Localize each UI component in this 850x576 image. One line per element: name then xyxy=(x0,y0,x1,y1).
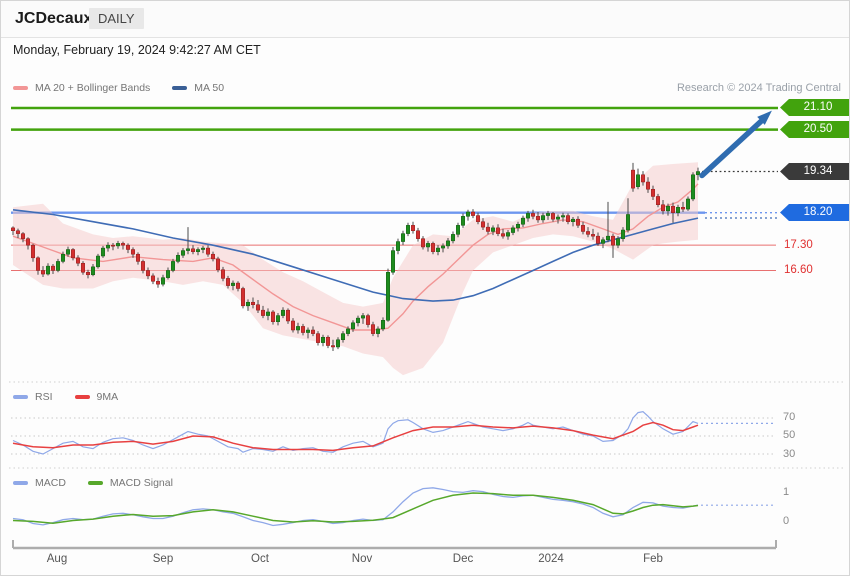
rsi-9ma-legend-dash-icon xyxy=(74,395,90,399)
ma20-legend-dash-icon xyxy=(13,86,28,90)
macd-scale-1: 1 xyxy=(783,486,790,498)
price-legend: MA 20 + Bollinger Bands MA 50 xyxy=(13,82,224,94)
x-axis-label-aug: Aug xyxy=(46,553,68,565)
timeframe-badge[interactable]: DAILY xyxy=(89,8,144,29)
legend-label-9ma: 9MA xyxy=(96,391,119,403)
candlestick-series xyxy=(11,162,700,351)
legend-label-macd: MACD xyxy=(35,477,66,489)
projection-arrow xyxy=(699,116,766,179)
research-credit: Research © 2024 Trading Central xyxy=(676,82,841,94)
rsi-legend-dash-icon xyxy=(13,395,28,399)
ma50-legend-dash-icon xyxy=(172,86,188,90)
macd-line xyxy=(12,487,699,527)
rsi-scale-70: 70 xyxy=(783,411,796,423)
macd-legend: MACD MACD Signal xyxy=(13,477,173,489)
rsi-9ma-line xyxy=(12,421,699,452)
macd-signal-line xyxy=(12,492,699,524)
legend-label-ma50: MA 50 xyxy=(194,82,225,94)
projection-arrow-head-icon xyxy=(757,110,772,125)
legend-label-macd-signal: MACD Signal xyxy=(109,477,173,489)
x-axis-label-dec: Dec xyxy=(452,553,474,565)
x-axis-label-feb: Feb xyxy=(643,553,663,565)
bollinger-band-area xyxy=(13,162,698,376)
x-axis-label-oct: Oct xyxy=(251,553,269,565)
ma20-line xyxy=(12,183,699,331)
legend-label-ma20: MA 20 + Bollinger Bands xyxy=(35,82,151,94)
macd-scale-0: 0 xyxy=(783,515,790,527)
rsi-scale-50: 50 xyxy=(783,429,796,441)
legend-label-rsi: RSI xyxy=(35,391,53,403)
x-axis-label-2024: 2024 xyxy=(538,553,564,565)
legend-item-ma20: MA 20 + Bollinger Bands xyxy=(13,82,150,94)
macd-signal-legend-dash-icon xyxy=(87,481,103,485)
legend-item-macd: MACD xyxy=(13,477,66,489)
support-label-16-60: 16.60 xyxy=(784,264,813,276)
legend-item-macd-signal: MACD Signal xyxy=(87,477,173,489)
support-label-17-30: 17.30 xyxy=(784,239,813,251)
last-price-label: 19.34 xyxy=(780,163,849,180)
support-label-18-20: 18.20 xyxy=(780,204,849,221)
legend-item-ma50: MA 50 xyxy=(172,82,224,94)
rsi-legend: RSI 9MA xyxy=(13,391,118,403)
rsi-scale-30: 30 xyxy=(783,448,796,460)
rsi-line xyxy=(12,411,699,455)
macd-legend-dash-icon xyxy=(13,481,28,485)
legend-item-9ma: 9MA xyxy=(74,391,119,403)
header-bar: JCDecaux DAILY xyxy=(1,1,849,38)
datetime-text: Monday, February 19, 2024 9:42:27 AM CET xyxy=(13,43,261,57)
resistance-label-20-50: 20.50 xyxy=(780,121,849,138)
legend-item-rsi: RSI xyxy=(13,391,53,403)
x-axis-label-sep: Sep xyxy=(152,553,174,565)
x-axis-label-nov: Nov xyxy=(351,553,373,565)
page-title: JCDecaux xyxy=(15,10,93,27)
resistance-label-21-10: 21.10 xyxy=(780,99,849,116)
